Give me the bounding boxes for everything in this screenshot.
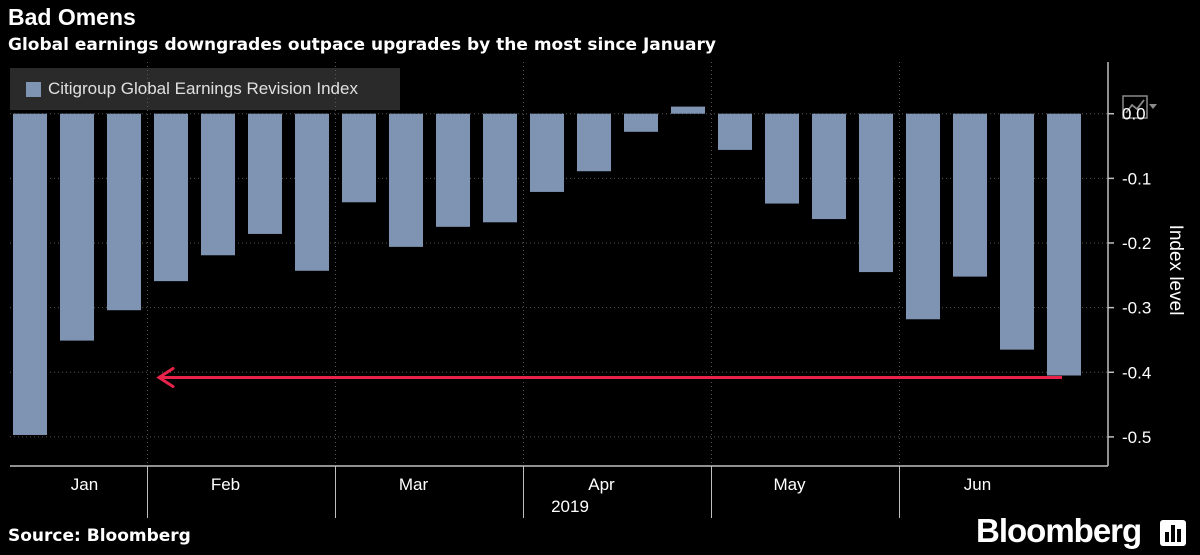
chart-title: Bad Omens [8, 4, 136, 30]
bar [436, 113, 470, 227]
bar [154, 113, 188, 282]
bar [671, 106, 705, 114]
y-tick-label: 0.0 [1122, 105, 1146, 124]
y-tick-label: -0.5 [1122, 428, 1151, 447]
bar [859, 113, 893, 273]
bar [718, 113, 752, 150]
bar [906, 113, 940, 320]
y-axis-label: Index level [1165, 225, 1186, 316]
x-axis-year-label: 2019 [551, 497, 589, 516]
bar [342, 113, 376, 203]
bar [1000, 113, 1034, 350]
bar [295, 113, 329, 271]
y-tick-label: -0.4 [1122, 363, 1151, 382]
chart-subtitle: Global earnings downgrades outpace upgra… [8, 35, 716, 55]
bar [248, 113, 282, 234]
legend-label: Citigroup Global Earnings Revision Index [48, 79, 358, 98]
bar [483, 113, 517, 223]
bar [1047, 113, 1081, 376]
x-tick-label: Mar [399, 475, 429, 494]
x-tick-label: Jan [71, 475, 98, 494]
y-tick-label: -0.3 [1122, 299, 1151, 318]
y-tick-label: -0.1 [1122, 169, 1151, 188]
x-tick-label: Apr [588, 475, 615, 494]
x-tick-label: Jun [964, 475, 991, 494]
annotation-arrow-head [156, 367, 175, 389]
bar-chart-icon [1160, 520, 1186, 546]
bar [765, 113, 799, 204]
bloomberg-logo: Bloomberg [976, 512, 1142, 549]
bar [624, 113, 658, 132]
x-tick-label: May [773, 475, 806, 494]
y-tick-label: -0.2 [1122, 234, 1151, 253]
bar [201, 113, 235, 256]
bar [530, 113, 564, 192]
source-label: Source: Bloomberg [8, 526, 191, 546]
bar [812, 113, 846, 220]
bar [577, 113, 611, 172]
bar [107, 113, 141, 311]
line-chart-icon[interactable] [1122, 95, 1158, 119]
bar [389, 113, 423, 247]
bar [60, 113, 94, 341]
bar [13, 113, 47, 435]
bar [953, 113, 987, 277]
legend-swatch [26, 82, 41, 97]
x-tick-label: Feb [211, 475, 240, 494]
